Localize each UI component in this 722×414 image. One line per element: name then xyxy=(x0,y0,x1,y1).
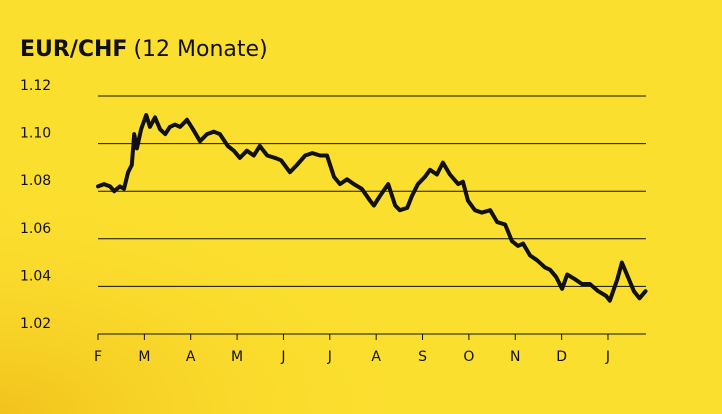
y-tick-label: 1.08 xyxy=(20,173,51,189)
x-tick-label: J xyxy=(280,349,285,365)
x-tick-label: O xyxy=(463,349,474,365)
x-tick-label: M xyxy=(231,349,243,365)
x-tick-label: A xyxy=(186,349,196,365)
y-tick-label: 1.02 xyxy=(20,316,51,332)
x-tick-label: J xyxy=(327,349,332,365)
chart-title: EUR/CHF xyxy=(20,37,127,62)
x-tick-label: D xyxy=(556,349,567,365)
y-tick-label: 1.06 xyxy=(20,221,51,237)
x-tick-label: S xyxy=(418,349,427,365)
chart-subtitle: (12 Monate) xyxy=(133,37,267,62)
x-tick-label: A xyxy=(371,349,381,365)
axes: 1.02 1.04 1.06 1.08 1.10 1.12 F M A M J J A S O N D J xyxy=(20,78,646,365)
y-tick-label: 1.04 xyxy=(20,268,51,284)
x-tick-label: M xyxy=(138,349,150,365)
x-tick-label: F xyxy=(94,349,102,365)
y-tick-label: 1.12 xyxy=(20,78,51,94)
price-line xyxy=(96,113,648,303)
plot-area xyxy=(96,113,648,303)
y-tick-label: 1.10 xyxy=(20,126,51,142)
x-tick-label: J xyxy=(605,349,610,365)
x-tick-label: N xyxy=(510,349,520,365)
chart-heading: EUR/CHF (12 Monate) xyxy=(20,37,268,62)
